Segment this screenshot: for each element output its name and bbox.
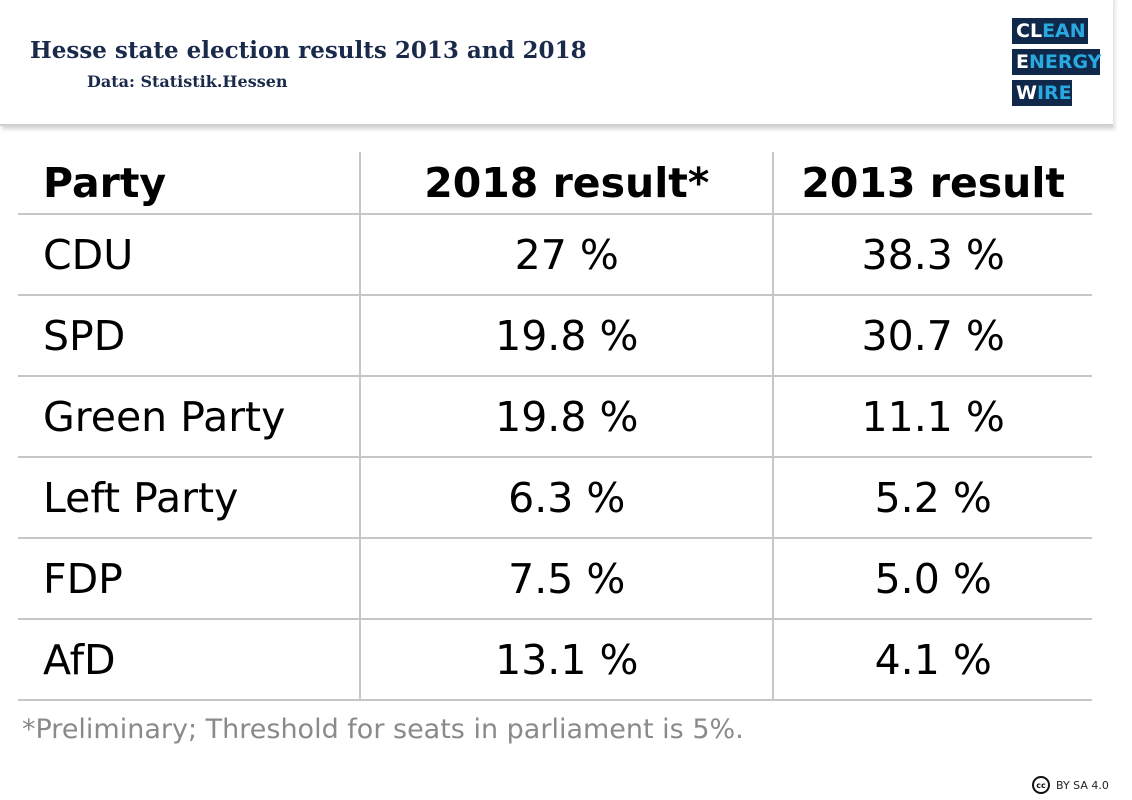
result-2013-cell: 11.1 %: [772, 376, 1092, 458]
header-band: [0, 0, 1113, 126]
result-2018-cell: 13.1 %: [359, 619, 774, 701]
table-row: Left Party 6.3 % 5.2 %: [18, 457, 1092, 539]
party-cell: Left Party: [18, 457, 361, 539]
cc-icon: cc: [1032, 776, 1050, 794]
result-2013-cell: 30.7 %: [772, 295, 1092, 377]
column-header-2013: 2013 result: [772, 152, 1092, 215]
result-2018-cell: 19.8 %: [359, 376, 774, 458]
table-row: CDU 27 % 38.3 %: [18, 214, 1092, 296]
logo-line-1-dim: EAN: [1042, 20, 1086, 42]
license-text: BY SA 4.0: [1056, 778, 1109, 792]
table-row: FDP 7.5 % 5.0 %: [18, 538, 1092, 620]
result-2013-cell: 5.2 %: [772, 457, 1092, 539]
result-2018-cell: 19.8 %: [359, 295, 774, 377]
result-2013-cell: 38.3 %: [772, 214, 1092, 296]
footnote: *Preliminary; Threshold for seats in par…: [22, 714, 744, 745]
table-row: Green Party 19.8 % 11.1 %: [18, 376, 1092, 458]
result-2018-cell: 27 %: [359, 214, 774, 296]
logo-line-2-dim: NERGY: [1028, 51, 1102, 73]
table-header-row: Party 2018 result* 2013 result: [18, 152, 1092, 215]
table-row: AfD 13.1 % 4.1 %: [18, 619, 1092, 701]
logo-line-3-bright: W: [1016, 82, 1037, 104]
party-cell: Green Party: [18, 376, 361, 458]
party-cell: FDP: [18, 538, 361, 620]
chart-title: Hesse state election results 2013 and 20…: [30, 37, 587, 64]
party-cell: SPD: [18, 295, 361, 377]
result-2018-cell: 7.5 %: [359, 538, 774, 620]
data-source: Data: Statistik.Hessen: [87, 72, 288, 91]
result-2013-cell: 4.1 %: [772, 619, 1092, 701]
logo-line-3: WIRE: [1012, 80, 1072, 106]
clean-energy-wire-logo: CLEAN ENERGY WIRE: [1012, 18, 1102, 106]
result-2013-cell: 5.0 %: [772, 538, 1092, 620]
logo-line-2-bright: E: [1016, 51, 1029, 73]
logo-line-2: ENERGY: [1012, 49, 1102, 75]
column-header-party: Party: [18, 152, 361, 215]
license-badge[interactable]: cc BY SA 4.0: [1032, 775, 1109, 795]
result-2018-cell: 6.3 %: [359, 457, 774, 539]
column-header-2018: 2018 result*: [359, 152, 774, 215]
logo-line-1-bright: CL: [1016, 20, 1043, 42]
logo-line-3-dim: IRE: [1036, 82, 1072, 104]
party-cell: AfD: [18, 619, 361, 701]
header-shadow-edge: [1113, 0, 1118, 126]
table-row: SPD 19.8 % 30.7 %: [18, 295, 1092, 377]
party-cell: CDU: [18, 214, 361, 296]
results-table: Party 2018 result* 2013 result CDU 27 % …: [18, 152, 1092, 701]
logo-line-1: CLEAN: [1012, 18, 1088, 44]
